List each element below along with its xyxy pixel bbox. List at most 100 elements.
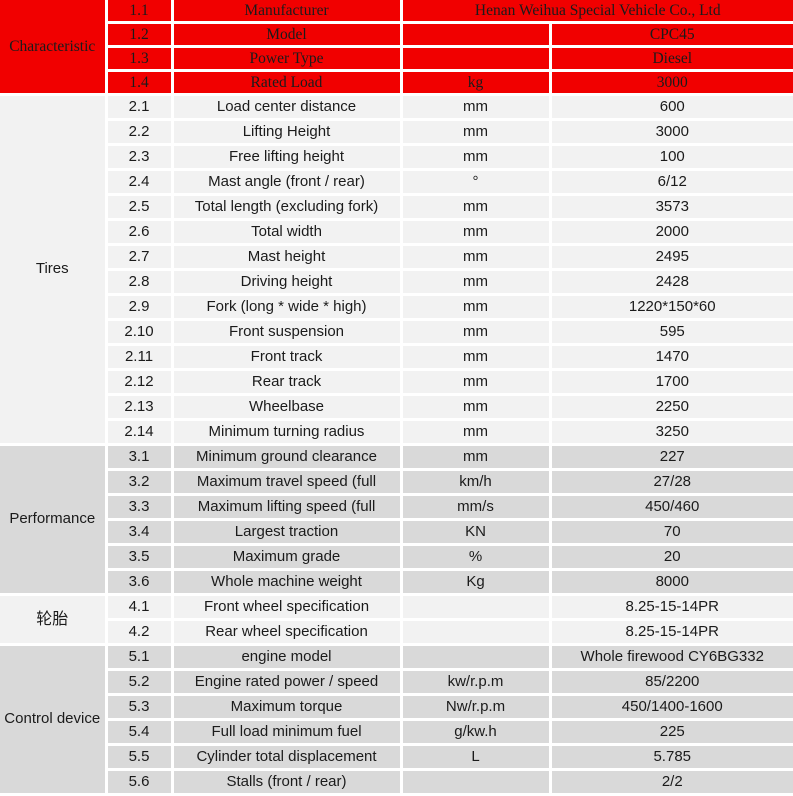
row-number-cell: 2.10 — [104, 318, 174, 346]
param-name-cell: Model — [170, 21, 403, 48]
param-name-cell: Minimum turning radius — [170, 418, 403, 446]
value-cell: Diesel — [548, 45, 793, 72]
value-cell: 100 — [548, 143, 793, 171]
row-number-cell: 3.1 — [104, 443, 174, 471]
unit-cell: mm — [399, 343, 552, 371]
value-cell: 6/12 — [548, 168, 793, 196]
unit-cell: km/h — [399, 468, 552, 496]
value-cell: CPC45 — [548, 21, 793, 48]
value-cell: 595 — [548, 318, 793, 346]
row-number-cell: 5.2 — [104, 668, 174, 696]
row-number-cell: 5.1 — [104, 643, 174, 671]
row-number-cell: 1.2 — [104, 21, 174, 48]
row-number-cell: 5.5 — [104, 743, 174, 771]
unit-cell: mm — [399, 443, 552, 471]
value-cell: Whole firewood CY6BG332 — [548, 643, 793, 671]
param-name-cell: Manufacturer — [170, 0, 403, 24]
row-number-cell: 2.2 — [104, 118, 174, 146]
unit-cell: Kg — [399, 568, 552, 596]
table-row: 1.3 Power Type Diesel — [0, 45, 793, 72]
value-cell: 2/2 — [548, 768, 793, 795]
param-name-cell: Driving height — [170, 268, 403, 296]
value-cell: 8.25-15-14PR — [548, 593, 793, 621]
category-cell: Control device — [0, 643, 108, 795]
value-cell: 3250 — [548, 418, 793, 446]
param-name-cell: Free lifting height — [170, 143, 403, 171]
param-name-cell: Total width — [170, 218, 403, 246]
unit-cell: ° — [399, 168, 552, 196]
param-name-cell: Total length (excluding fork) — [170, 193, 403, 221]
unit-cell: L — [399, 743, 552, 771]
value-cell: 2000 — [548, 218, 793, 246]
value-cell: 450/1400-1600 — [548, 693, 793, 721]
table-row: 3.3 Maximum lifting speed (full mm/s 450/46… — [0, 493, 793, 521]
row-number-cell: 2.8 — [104, 268, 174, 296]
value-cell: 85/2200 — [548, 668, 793, 696]
row-number-cell: 3.6 — [104, 568, 174, 596]
row-number-cell: 1.3 — [104, 45, 174, 72]
value-cell: 20 — [548, 543, 793, 571]
row-number-cell: 2.12 — [104, 368, 174, 396]
unit-cell: g/kw.h — [399, 718, 552, 746]
row-number-cell: 2.14 — [104, 418, 174, 446]
unit-cell: kg — [399, 69, 552, 96]
unit-cell: mm — [399, 293, 552, 321]
row-number-cell: 2.3 — [104, 143, 174, 171]
value-cell: 70 — [548, 518, 793, 546]
table-row: 2.14 Minimum turning radius mm 3250 — [0, 418, 793, 446]
row-number-cell: 2.4 — [104, 168, 174, 196]
table-row: 3.2 Maximum travel speed (full km/h 27/28 — [0, 468, 793, 496]
table-row: 2.13 Wheelbase mm 2250 — [0, 393, 793, 421]
param-name-cell: Power Type — [170, 45, 403, 72]
value-cell: 2428 — [548, 268, 793, 296]
table-row: 1.2 Model CPC45 — [0, 21, 793, 48]
row-number-cell: 2.13 — [104, 393, 174, 421]
table-row: 2.4 Mast angle (front / rear) ° 6/12 — [0, 168, 793, 196]
value-cell: 1220*150*60 — [548, 293, 793, 321]
value-cell: 225 — [548, 718, 793, 746]
row-number-cell: 2.11 — [104, 343, 174, 371]
table-row: 3.4 Largest traction KN 70 — [0, 518, 793, 546]
param-name-cell: Front wheel specification — [170, 593, 403, 621]
param-name-cell: Maximum travel speed (full — [170, 468, 403, 496]
param-name-cell: Maximum torque — [170, 693, 403, 721]
param-name-cell: Mast angle (front / rear) — [170, 168, 403, 196]
param-name-cell: Engine rated power / speed — [170, 668, 403, 696]
unit-cell — [399, 643, 552, 671]
row-number-cell: 5.4 — [104, 718, 174, 746]
table-row: 2.3 Free lifting height mm 100 — [0, 143, 793, 171]
table-row: 5.3 Maximum torque Nw/r.p.m 450/1400-1600 — [0, 693, 793, 721]
value-cell: 3573 — [548, 193, 793, 221]
param-name-cell: Minimum ground clearance — [170, 443, 403, 471]
param-name-cell: Largest traction — [170, 518, 403, 546]
table-row: 4.2 Rear wheel specification 8.25-15-14PR — [0, 618, 793, 646]
table-row: 5.4 Full load minimum fuel g/kw.h 225 — [0, 718, 793, 746]
row-number-cell: 4.1 — [104, 593, 174, 621]
unit-cell: % — [399, 543, 552, 571]
row-number-cell: 3.2 — [104, 468, 174, 496]
param-name-cell: Rear wheel specification — [170, 618, 403, 646]
param-name-cell: Rear track — [170, 368, 403, 396]
row-number-cell: 3.5 — [104, 543, 174, 571]
table-row: 轮胎 4.1 Front wheel specification 8.25-15-14… — [0, 593, 793, 646]
param-name-cell: Maximum grade — [170, 543, 403, 571]
param-name-cell: Mast height — [170, 243, 403, 271]
row-number-cell: 1.1 — [104, 0, 174, 24]
unit-cell — [399, 618, 552, 646]
param-name-cell: Maximum lifting speed (full — [170, 493, 403, 521]
unit-cell: KN — [399, 518, 552, 546]
unit-cell: mm — [399, 193, 552, 221]
table-row: Characteristic 1.1 Manufacturer Henan Weihu… — [0, 0, 793, 96]
unit-cell: mm — [399, 93, 552, 121]
category-cell: Performance — [0, 443, 108, 596]
unit-cell: mm — [399, 118, 552, 146]
value-cell: 227 — [548, 443, 793, 471]
unit-cell — [399, 45, 552, 72]
unit-cell: mm — [399, 318, 552, 346]
value-cell: 600 — [548, 93, 793, 121]
table-row: 2.2 Lifting Height mm 3000 — [0, 118, 793, 146]
table-row: 2.10 Front suspension mm 595 — [0, 318, 793, 346]
table-row: Tires 2.1 Load center distance mm 600 — [0, 93, 793, 446]
